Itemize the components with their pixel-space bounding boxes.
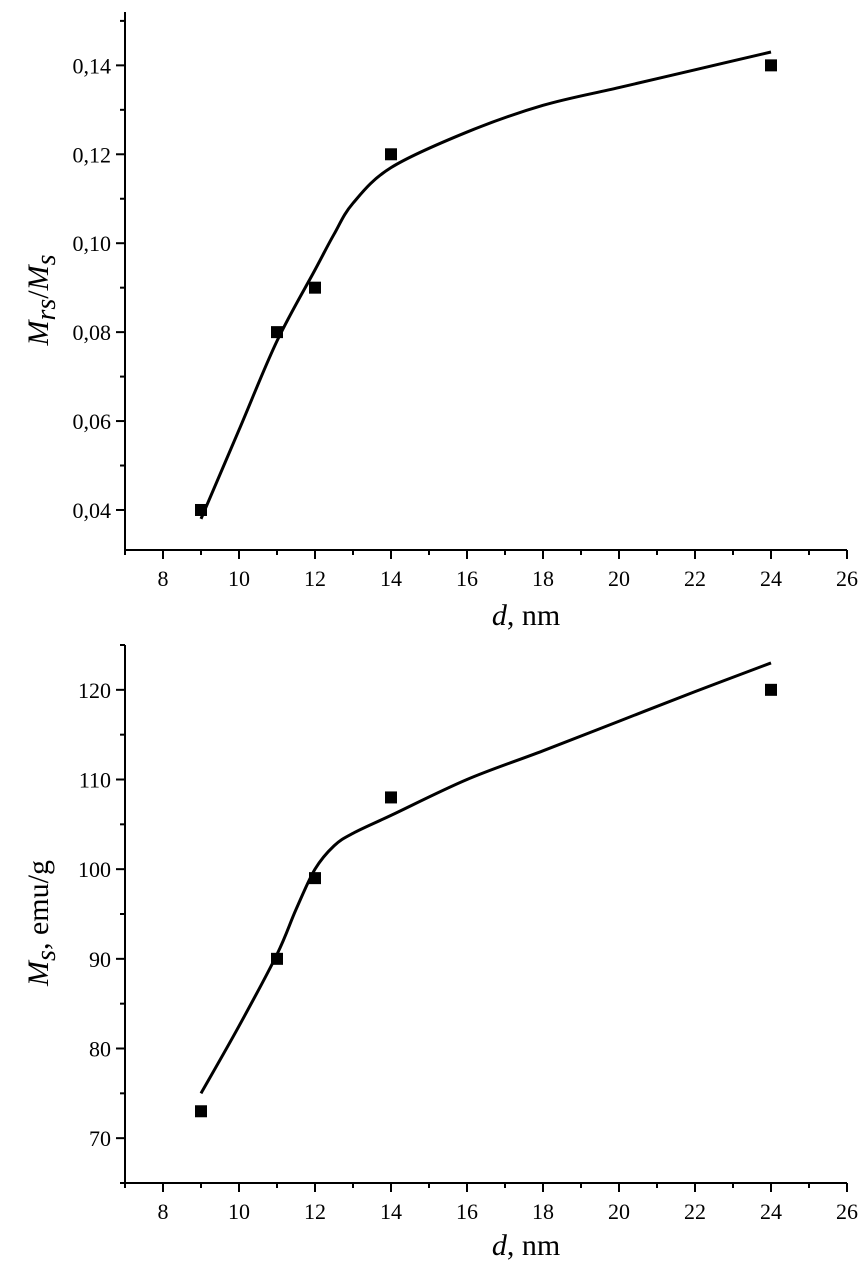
chart-1-x-tick-label: 16 [456, 566, 478, 591]
chart-2-data-point [271, 952, 283, 965]
chart-1-y-tick-label: 0,08 [73, 320, 112, 345]
chart-1-x-tick-label: 12 [304, 566, 326, 591]
chart-1-data-point [309, 281, 321, 294]
ms-chart: 8 10 12 14 16 18 20 22 24 26 70 80 90 100 110 120 d, nm M… [22, 644, 858, 1262]
chart-1-y-tick-label: 0,04 [73, 498, 112, 523]
chart-1-x-tick-label: 26 [836, 566, 858, 591]
chart-2-x-tick-label: 16 [456, 1199, 478, 1224]
chart-1-x-tick-label: 8 [158, 566, 169, 591]
chart-2-x-tick-label: 18 [532, 1199, 554, 1224]
mrs-ms-chart: 8 10 12 14 16 18 20 22 24 26 0,04 0,06 0,08 0,10 0,12 0… [22, 12, 858, 632]
chart-1-fit-curve [199, 50, 772, 520]
chart-2-fit-curve [199, 661, 772, 1095]
chart-2-x-tick-label: 22 [684, 1199, 706, 1224]
chart-2-x-tick-label: 8 [158, 1199, 169, 1224]
chart-2-y-tick-label: 70 [89, 1126, 111, 1151]
chart-2-data-point [309, 872, 321, 885]
chart-1-y-tick-label: 0,14 [73, 53, 112, 78]
chart-1-x-tick-label: 22 [684, 566, 706, 591]
chart-1-y-tick-label: 0,12 [73, 142, 112, 167]
chart-2-x-tick-label: 26 [836, 1199, 858, 1224]
chart-2-data-point [385, 791, 397, 804]
chart-2-y-tick-label: 110 [79, 768, 111, 793]
chart-2-x-tick-label: 10 [228, 1199, 250, 1224]
chart-2-y-tick-label: 80 [89, 1037, 111, 1062]
chart-1-x-axis-label: d, nm [492, 599, 560, 632]
chart-2-x-tick-label: 14 [380, 1199, 402, 1224]
chart-2-y-tick-label: 100 [78, 857, 111, 882]
chart-1-data-point [385, 148, 397, 161]
chart-2-x-tick-label: 20 [608, 1199, 630, 1224]
chart-1-x-tick-label: 24 [760, 566, 782, 591]
chart-2-x-axis-label: d, nm [492, 1229, 560, 1262]
chart-1-x-tick-label: 14 [380, 566, 402, 591]
chart-1-x-tick-label: 20 [608, 566, 630, 591]
chart-2-x-tick-label: 24 [760, 1199, 782, 1224]
chart-1-y-axis-label: Mrs/Ms [22, 254, 62, 346]
chart-2-data-point [195, 1105, 207, 1118]
chart-1-y-tick-label: 0,06 [73, 409, 112, 434]
chart-1-y-tick-label: 0,10 [73, 231, 112, 256]
chart-1-data-point [271, 326, 283, 339]
chart-2-data-point [765, 683, 777, 696]
chart-1-data-point [765, 59, 777, 72]
chart-1-x-tick-label: 18 [532, 566, 554, 591]
chart-1-data-point [195, 503, 207, 516]
chart-1-x-tick-label: 10 [228, 566, 250, 591]
chart-2-y-tick-label: 90 [89, 947, 111, 972]
chart-2-x-tick-label: 12 [304, 1199, 326, 1224]
chart-2-y-tick-label: 120 [78, 678, 111, 703]
chart-2-y-axis-label: Ms, emu/g [22, 860, 62, 987]
